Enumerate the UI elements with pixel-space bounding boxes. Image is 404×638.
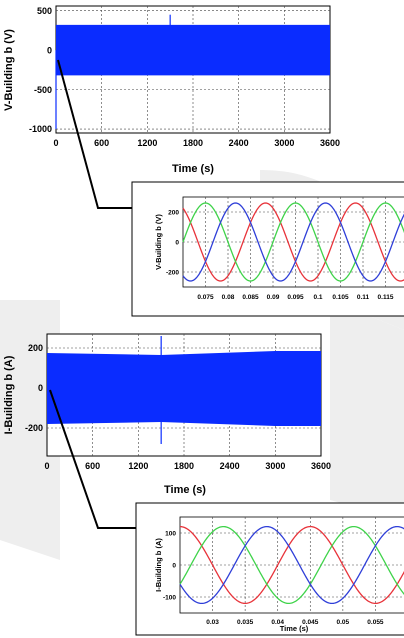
- plot-data: [179, 525, 404, 605]
- x-axis-label: Time (s): [172, 163, 214, 175]
- y-tick-label: -500: [34, 85, 52, 95]
- zoom-callout-line-voltage: [57, 59, 132, 209]
- phase-c-line: [182, 202, 404, 282]
- x-tick-label: 0.105: [332, 294, 349, 301]
- x-tick-label: 0: [44, 461, 49, 471]
- y-tick-label: 500: [37, 6, 52, 16]
- y-tick-label: -1000: [29, 124, 52, 134]
- x-tick-label: 3000: [265, 461, 285, 471]
- signal-envelope: [47, 351, 321, 426]
- x-tick-label: 0.09: [267, 294, 280, 301]
- plot-data: [47, 336, 321, 444]
- x-tick-label: 600: [85, 461, 100, 471]
- x-tick-label: 0.095: [287, 294, 304, 301]
- y-tick-label: 100: [165, 530, 176, 537]
- phase-b-line: [179, 525, 404, 605]
- x-tick-label: 0: [53, 138, 58, 148]
- y-tick-label: 0: [175, 239, 179, 246]
- y-tick-label: 200: [168, 209, 179, 216]
- x-tick-label: 0.115: [378, 294, 394, 301]
- chart-voltage-overview: 0 600 1200 1800 2400 3000 3600 -1000 -500 0 500 T…: [3, 5, 340, 175]
- x-tick-labels: 0 600 1200 1800 2400 3000 3600: [44, 461, 331, 471]
- y-tick-label: 0: [172, 562, 176, 569]
- y-axis-label: I-Building b (A): [3, 355, 15, 434]
- x-axis-label: Time (s): [280, 624, 309, 633]
- x-axis-label: Time (s): [164, 484, 206, 496]
- phase-a-line: [179, 525, 404, 605]
- x-tick-label: 1800: [174, 461, 194, 471]
- phase-c-line: [179, 525, 404, 605]
- y-tick-label: 0: [47, 45, 52, 55]
- x-tick-label: 3000: [274, 138, 294, 148]
- x-tick-label: 0.035: [237, 619, 254, 626]
- y-tick-label: 200: [28, 343, 43, 353]
- y-tick-labels: 100 0 -100: [163, 530, 176, 601]
- x-tick-label: 0.05: [337, 619, 350, 626]
- x-tick-label: 0.1: [313, 294, 322, 301]
- x-tick-label: 3600: [320, 138, 340, 148]
- x-tick-label: 0.04: [271, 619, 284, 626]
- x-tick-label: 0.03: [206, 619, 219, 626]
- plot-data: [55, 14, 330, 130]
- plot-data: [182, 202, 404, 282]
- y-tick-labels: -200 0 200: [25, 343, 43, 433]
- x-tick-label: 0.11: [357, 294, 370, 301]
- y-axis-label: V-Building b (V): [154, 214, 163, 270]
- y-tick-labels: 200 0 -200: [166, 209, 179, 276]
- grid: [180, 517, 404, 613]
- x-tick-label: 0.08: [222, 294, 235, 301]
- x-tick-labels: 0 600 1200 1800 2400 3000 3600: [53, 138, 340, 148]
- x-tick-label: 3600: [311, 461, 331, 471]
- x-tick-labels: 0.03 0.035 0.04 0.045 0.05 0.055: [206, 619, 384, 626]
- y-tick-label: 0: [38, 383, 43, 393]
- signal-envelope: [56, 24, 330, 76]
- x-tick-label: 600: [94, 138, 109, 148]
- x-tick-label: 1200: [128, 461, 148, 471]
- x-tick-label: 0.075: [197, 294, 214, 301]
- x-tick-label: 0.045: [302, 619, 319, 626]
- y-tick-label: -200: [25, 423, 43, 433]
- x-tick-label: 2400: [229, 138, 249, 148]
- chart-current-zoom: 0.03 0.035 0.04 0.045 0.05 0.055 100 0 -100 Tim…: [135, 502, 404, 636]
- x-tick-label: 1200: [137, 138, 157, 148]
- y-tick-labels: -1000 -500 0 500: [29, 6, 52, 134]
- y-axis-label: V-Building b (V): [3, 29, 15, 111]
- x-tick-label: 0.055: [367, 619, 384, 626]
- zoom-callout-line-current: [49, 389, 136, 529]
- chart-current-overview: 0 600 1200 1800 2400 3000 3600 -200 0 200 Time (…: [3, 333, 331, 496]
- x-tick-label: 2400: [220, 461, 240, 471]
- y-tick-label: -200: [166, 269, 179, 276]
- x-tick-label: 1800: [183, 138, 203, 148]
- x-tick-label: 0.085: [242, 294, 259, 301]
- y-tick-label: -100: [163, 594, 176, 601]
- x-tick-labels: 0.075 0.08 0.085 0.09 0.095 0.1 0.105 0.11 0.115: [197, 294, 393, 301]
- chart-voltage-zoom: 0.075 0.08 0.085 0.09 0.095 0.1 0.105 0.11 0.115…: [131, 181, 404, 317]
- y-axis-label: I-Building b (A): [154, 538, 163, 592]
